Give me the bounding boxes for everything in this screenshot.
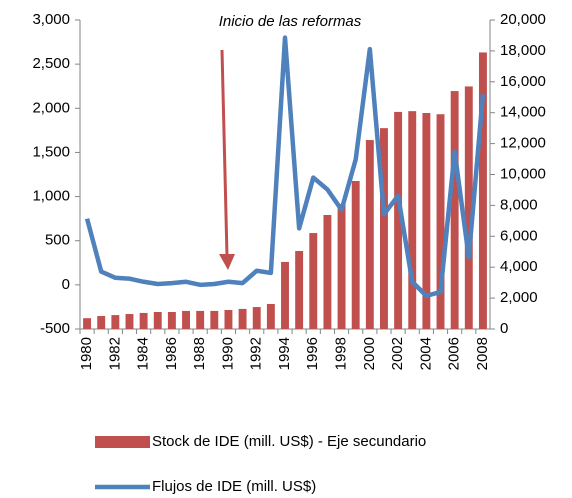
- y2-tick-label: 14,000: [500, 104, 546, 121]
- y-tick-label: 0: [62, 276, 70, 293]
- legend-label: Stock de IDE (mill. US$) - Eje secundari…: [152, 433, 426, 450]
- y-tick-label: 1,000: [32, 188, 70, 205]
- y2-tick-label: 2,000: [500, 289, 538, 306]
- bar: [252, 307, 261, 329]
- bar: [125, 314, 134, 329]
- bar: [182, 310, 190, 329]
- x-tick-label: 2002: [389, 337, 406, 370]
- bar: [380, 128, 388, 329]
- y2-tick-label: 0: [500, 320, 508, 337]
- bar: [478, 52, 487, 329]
- legend-swatch: [95, 436, 150, 448]
- bar: [238, 308, 247, 329]
- bar: [337, 204, 346, 329]
- y2-tick-label: 16,000: [500, 73, 546, 90]
- x-tick-label: 2004: [417, 337, 434, 370]
- bar: [394, 111, 403, 330]
- bar: [450, 91, 459, 329]
- bar: [111, 315, 120, 329]
- bar: [365, 140, 374, 329]
- legend-label: Flujos de IDE (mill. US$): [152, 478, 316, 495]
- y-tick-label: 1,500: [32, 143, 70, 160]
- y-tick-label: 500: [45, 232, 70, 249]
- y2-tick-label: 18,000: [500, 42, 546, 59]
- bar: [167, 312, 176, 329]
- x-tick-label: 1990: [219, 337, 236, 370]
- y2-tick-label: 8,000: [500, 196, 538, 213]
- y2-tick-label: 6,000: [500, 227, 538, 244]
- x-tick-label: 1988: [191, 337, 208, 370]
- bar: [224, 309, 233, 329]
- x-tick-label: 1994: [276, 337, 293, 370]
- line: [84, 35, 486, 299]
- bar: [83, 318, 92, 329]
- bar: [196, 310, 205, 329]
- y-tick-label: 2,500: [32, 55, 70, 72]
- y2-tick-label: 12,000: [500, 135, 546, 152]
- y-tick-label: 2,000: [32, 99, 70, 116]
- x-tick-label: 1998: [333, 337, 350, 370]
- y2-tick-label: 4,000: [500, 258, 538, 275]
- annotation: Inicio de las reformas: [219, 13, 362, 30]
- arrow: [220, 49, 229, 257]
- x-tick-label: 2000: [361, 337, 378, 370]
- arrow-head: [219, 254, 235, 270]
- bar: [210, 310, 219, 329]
- bar: [436, 114, 445, 330]
- x-tick-label: 1996: [304, 337, 321, 370]
- bar: [97, 316, 106, 329]
- y-tick-label: 3,000: [32, 11, 70, 28]
- bar: [422, 113, 431, 329]
- x-tick-label: 1984: [135, 337, 152, 370]
- x-tick-label: 1982: [106, 337, 123, 370]
- x-tick-label: 1986: [163, 337, 180, 370]
- y2-tick-label: 10,000: [500, 165, 546, 182]
- x-tick-label: 2006: [446, 337, 463, 370]
- bar: [408, 111, 417, 329]
- x-tick-label: 2008: [474, 337, 491, 370]
- bar: [464, 86, 473, 329]
- x-tick-label: 1992: [248, 337, 265, 370]
- bar: [153, 312, 162, 329]
- x-tick-label: 1980: [78, 337, 95, 370]
- bar: [266, 303, 275, 329]
- bar: [139, 312, 148, 329]
- y2-tick-label: 20,000: [500, 11, 546, 28]
- bar: [281, 261, 289, 329]
- bar: [295, 250, 304, 329]
- y-tick-label: -500: [40, 320, 70, 337]
- bar: [309, 233, 318, 329]
- bar: [323, 214, 332, 329]
- bar: [351, 180, 360, 329]
